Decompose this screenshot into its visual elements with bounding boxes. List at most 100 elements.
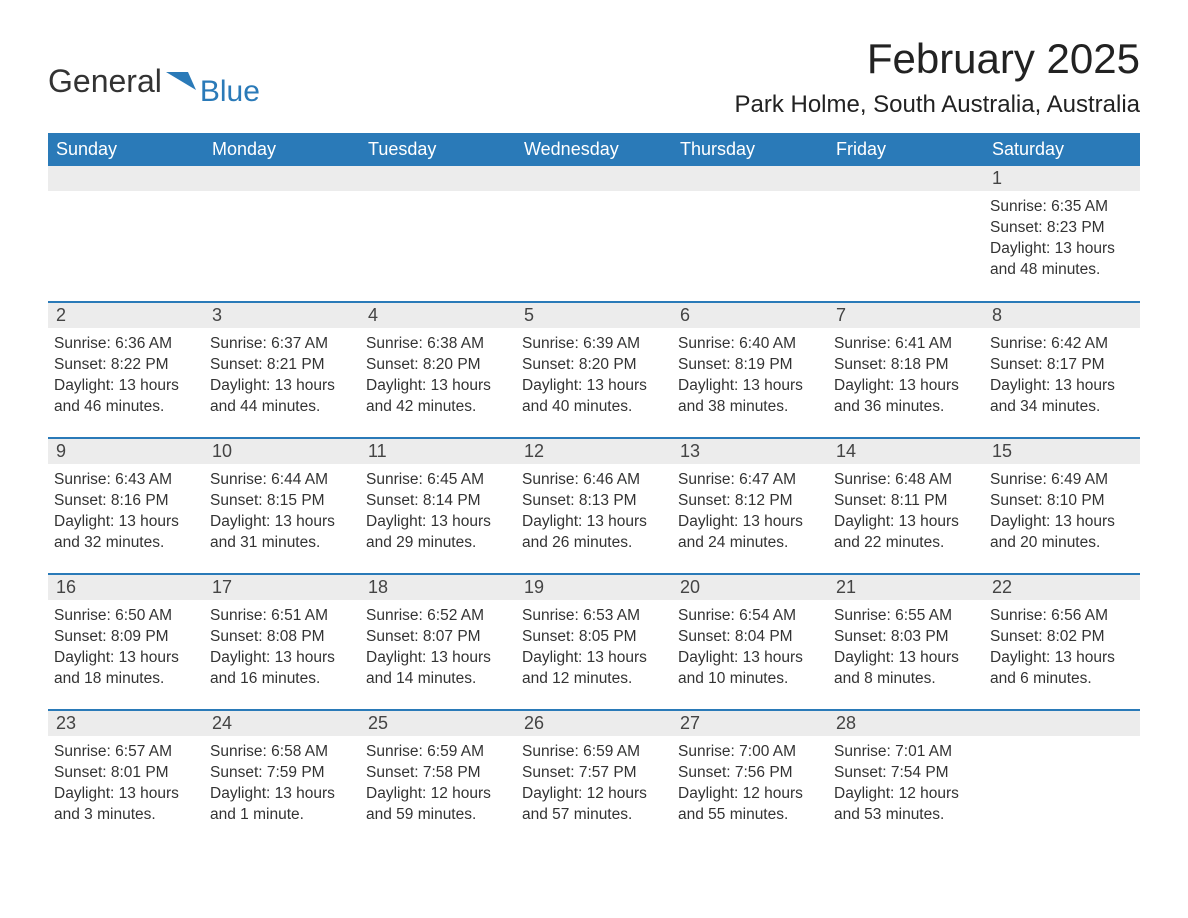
day-number: 8 bbox=[984, 303, 1140, 328]
day-number: 18 bbox=[360, 575, 516, 600]
calendar-cell: 16Sunrise: 6:50 AMSunset: 8:09 PMDayligh… bbox=[48, 574, 204, 710]
calendar-cell: 17Sunrise: 6:51 AMSunset: 8:08 PMDayligh… bbox=[204, 574, 360, 710]
calendar-cell: 2Sunrise: 6:36 AMSunset: 8:22 PMDaylight… bbox=[48, 302, 204, 438]
day-content: Sunrise: 6:46 AMSunset: 8:13 PMDaylight:… bbox=[516, 464, 672, 554]
day-number: 17 bbox=[204, 575, 360, 600]
calendar-cell: 15Sunrise: 6:49 AMSunset: 8:10 PMDayligh… bbox=[984, 438, 1140, 574]
calendar-cell: 20Sunrise: 6:54 AMSunset: 8:04 PMDayligh… bbox=[672, 574, 828, 710]
day-number bbox=[360, 166, 516, 191]
flag-icon bbox=[166, 72, 196, 94]
day-number bbox=[828, 166, 984, 191]
calendar-cell: 25Sunrise: 6:59 AMSunset: 7:58 PMDayligh… bbox=[360, 710, 516, 846]
calendar-cell: 27Sunrise: 7:00 AMSunset: 7:56 PMDayligh… bbox=[672, 710, 828, 846]
calendar-week: 1Sunrise: 6:35 AMSunset: 8:23 PMDaylight… bbox=[48, 166, 1140, 302]
calendar-cell: 7Sunrise: 6:41 AMSunset: 8:18 PMDaylight… bbox=[828, 302, 984, 438]
day-content: Sunrise: 6:54 AMSunset: 8:04 PMDaylight:… bbox=[672, 600, 828, 690]
calendar-cell: 23Sunrise: 6:57 AMSunset: 8:01 PMDayligh… bbox=[48, 710, 204, 846]
day-number: 13 bbox=[672, 439, 828, 464]
day-content: Sunrise: 6:42 AMSunset: 8:17 PMDaylight:… bbox=[984, 328, 1140, 418]
calendar-cell: 12Sunrise: 6:46 AMSunset: 8:13 PMDayligh… bbox=[516, 438, 672, 574]
day-content: Sunrise: 6:45 AMSunset: 8:14 PMDaylight:… bbox=[360, 464, 516, 554]
day-number: 9 bbox=[48, 439, 204, 464]
day-number: 21 bbox=[828, 575, 984, 600]
calendar-cell: 3Sunrise: 6:37 AMSunset: 8:21 PMDaylight… bbox=[204, 302, 360, 438]
calendar-cell: 6Sunrise: 6:40 AMSunset: 8:19 PMDaylight… bbox=[672, 302, 828, 438]
calendar-cell: 10Sunrise: 6:44 AMSunset: 8:15 PMDayligh… bbox=[204, 438, 360, 574]
day-content: Sunrise: 6:39 AMSunset: 8:20 PMDaylight:… bbox=[516, 328, 672, 418]
day-content: Sunrise: 6:51 AMSunset: 8:08 PMDaylight:… bbox=[204, 600, 360, 690]
day-number: 15 bbox=[984, 439, 1140, 464]
day-content: Sunrise: 7:00 AMSunset: 7:56 PMDaylight:… bbox=[672, 736, 828, 826]
calendar-cell bbox=[828, 166, 984, 302]
day-number bbox=[984, 711, 1140, 736]
calendar-cell: 26Sunrise: 6:59 AMSunset: 7:57 PMDayligh… bbox=[516, 710, 672, 846]
calendar-cell: 5Sunrise: 6:39 AMSunset: 8:20 PMDaylight… bbox=[516, 302, 672, 438]
day-content: Sunrise: 6:44 AMSunset: 8:15 PMDaylight:… bbox=[204, 464, 360, 554]
day-number: 22 bbox=[984, 575, 1140, 600]
day-content: Sunrise: 6:57 AMSunset: 8:01 PMDaylight:… bbox=[48, 736, 204, 826]
day-number bbox=[48, 166, 204, 191]
day-number: 4 bbox=[360, 303, 516, 328]
calendar-week: 16Sunrise: 6:50 AMSunset: 8:09 PMDayligh… bbox=[48, 574, 1140, 710]
day-content: Sunrise: 6:48 AMSunset: 8:11 PMDaylight:… bbox=[828, 464, 984, 554]
calendar-cell: 19Sunrise: 6:53 AMSunset: 8:05 PMDayligh… bbox=[516, 574, 672, 710]
calendar-cell bbox=[360, 166, 516, 302]
calendar-cell: 8Sunrise: 6:42 AMSunset: 8:17 PMDaylight… bbox=[984, 302, 1140, 438]
day-number bbox=[204, 166, 360, 191]
day-content: Sunrise: 6:38 AMSunset: 8:20 PMDaylight:… bbox=[360, 328, 516, 418]
calendar-cell: 1Sunrise: 6:35 AMSunset: 8:23 PMDaylight… bbox=[984, 166, 1140, 302]
day-number: 26 bbox=[516, 711, 672, 736]
day-content: Sunrise: 6:59 AMSunset: 7:58 PMDaylight:… bbox=[360, 736, 516, 826]
column-header: Friday bbox=[828, 133, 984, 166]
column-header: Tuesday bbox=[360, 133, 516, 166]
day-number: 14 bbox=[828, 439, 984, 464]
day-number: 24 bbox=[204, 711, 360, 736]
day-number: 10 bbox=[204, 439, 360, 464]
calendar-cell: 13Sunrise: 6:47 AMSunset: 8:12 PMDayligh… bbox=[672, 438, 828, 574]
day-number: 3 bbox=[204, 303, 360, 328]
day-content: Sunrise: 6:37 AMSunset: 8:21 PMDaylight:… bbox=[204, 328, 360, 418]
day-number: 20 bbox=[672, 575, 828, 600]
calendar-week: 9Sunrise: 6:43 AMSunset: 8:16 PMDaylight… bbox=[48, 438, 1140, 574]
day-number: 6 bbox=[672, 303, 828, 328]
day-content: Sunrise: 6:53 AMSunset: 8:05 PMDaylight:… bbox=[516, 600, 672, 690]
header-row: General Blue February 2025 Park Holme, S… bbox=[48, 35, 1140, 129]
day-content: Sunrise: 6:52 AMSunset: 8:07 PMDaylight:… bbox=[360, 600, 516, 690]
day-number: 12 bbox=[516, 439, 672, 464]
column-header: Saturday bbox=[984, 133, 1140, 166]
day-content: Sunrise: 7:01 AMSunset: 7:54 PMDaylight:… bbox=[828, 736, 984, 826]
calendar-cell: 4Sunrise: 6:38 AMSunset: 8:20 PMDaylight… bbox=[360, 302, 516, 438]
calendar-cell bbox=[48, 166, 204, 302]
calendar-cell bbox=[516, 166, 672, 302]
column-header: Monday bbox=[204, 133, 360, 166]
month-title: February 2025 bbox=[734, 35, 1140, 83]
day-number: 2 bbox=[48, 303, 204, 328]
calendar-cell bbox=[672, 166, 828, 302]
day-number: 1 bbox=[984, 166, 1140, 191]
day-content: Sunrise: 6:41 AMSunset: 8:18 PMDaylight:… bbox=[828, 328, 984, 418]
calendar-cell: 11Sunrise: 6:45 AMSunset: 8:14 PMDayligh… bbox=[360, 438, 516, 574]
calendar-cell: 22Sunrise: 6:56 AMSunset: 8:02 PMDayligh… bbox=[984, 574, 1140, 710]
day-content: Sunrise: 6:40 AMSunset: 8:19 PMDaylight:… bbox=[672, 328, 828, 418]
day-content: Sunrise: 6:50 AMSunset: 8:09 PMDaylight:… bbox=[48, 600, 204, 690]
day-content: Sunrise: 6:49 AMSunset: 8:10 PMDaylight:… bbox=[984, 464, 1140, 554]
day-number: 19 bbox=[516, 575, 672, 600]
logo-text-blue: Blue bbox=[200, 75, 260, 109]
day-number: 7 bbox=[828, 303, 984, 328]
calendar-cell: 18Sunrise: 6:52 AMSunset: 8:07 PMDayligh… bbox=[360, 574, 516, 710]
day-content: Sunrise: 6:58 AMSunset: 7:59 PMDaylight:… bbox=[204, 736, 360, 826]
calendar-body: 1Sunrise: 6:35 AMSunset: 8:23 PMDaylight… bbox=[48, 166, 1140, 846]
column-header: Wednesday bbox=[516, 133, 672, 166]
day-content: Sunrise: 6:47 AMSunset: 8:12 PMDaylight:… bbox=[672, 464, 828, 554]
calendar-table: SundayMondayTuesdayWednesdayThursdayFrid… bbox=[48, 133, 1140, 846]
day-number bbox=[516, 166, 672, 191]
day-number: 11 bbox=[360, 439, 516, 464]
logo-text-general: General bbox=[48, 63, 162, 100]
column-header: Sunday bbox=[48, 133, 204, 166]
calendar-cell: 28Sunrise: 7:01 AMSunset: 7:54 PMDayligh… bbox=[828, 710, 984, 846]
day-number bbox=[672, 166, 828, 191]
day-content: Sunrise: 6:56 AMSunset: 8:02 PMDaylight:… bbox=[984, 600, 1140, 690]
calendar-cell: 14Sunrise: 6:48 AMSunset: 8:11 PMDayligh… bbox=[828, 438, 984, 574]
location-subtitle: Park Holme, South Australia, Australia bbox=[734, 91, 1140, 119]
calendar-cell bbox=[204, 166, 360, 302]
